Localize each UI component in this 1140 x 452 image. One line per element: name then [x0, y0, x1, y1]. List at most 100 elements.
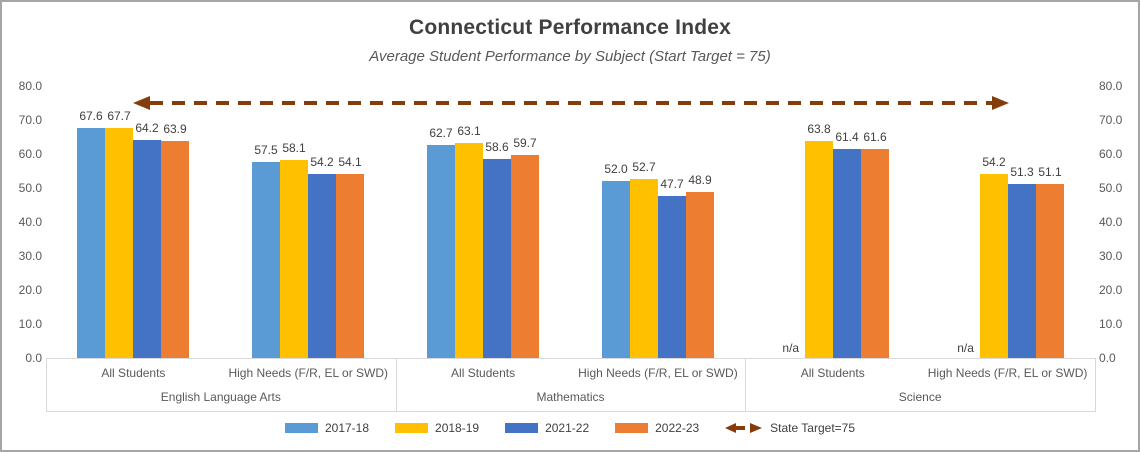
y-tick-label-left: 70.0 [18, 113, 42, 127]
group-separator-line [1095, 358, 1096, 412]
category-box-bottom-line [46, 411, 1095, 412]
bar-value-label: 52.7 [632, 160, 656, 174]
bar-value-label: 48.9 [688, 173, 712, 187]
y-tick-label-right: 60.0 [1099, 147, 1123, 161]
bar-value-label: 47.7 [660, 177, 684, 191]
y-tick-label-right: 0.0 [1099, 351, 1116, 365]
bar-2018-19 [630, 179, 658, 358]
bar-2022-23 [511, 155, 539, 358]
bar-value-label: 59.7 [513, 136, 537, 150]
bar-value-label: 58.1 [282, 141, 306, 155]
bar-value-label: 61.4 [835, 130, 859, 144]
bar-2017-18 [252, 162, 280, 358]
state-target-arrow-right-icon [992, 96, 1009, 110]
bar-value-label: 64.2 [135, 121, 159, 135]
bar-2021-22 [308, 174, 336, 358]
y-tick-label-right: 20.0 [1099, 283, 1123, 297]
bar-value-label: 67.7 [107, 109, 131, 123]
bar-value-label: 63.8 [807, 122, 831, 136]
bar-value-label: 58.6 [485, 140, 509, 154]
y-tick-label-left: 80.0 [18, 79, 42, 93]
legend-item-2021-22: 2021-22 [505, 421, 589, 435]
category-label: High Needs (F/R, EL or SWD) [228, 366, 389, 380]
group-label: English Language Arts [160, 390, 281, 404]
legend-item-2022-23: 2022-23 [615, 421, 699, 435]
bar-2022-23 [161, 141, 189, 358]
bar-value-label: 54.2 [310, 155, 334, 169]
bar-2021-22 [833, 149, 861, 358]
bar-2018-19 [980, 174, 1008, 358]
legend-label-state-target: State Target=75 [770, 421, 856, 435]
category-label: High Needs (F/R, EL or SWD) [578, 366, 738, 380]
bar-2021-22 [1008, 184, 1036, 358]
legend-item-2018-19: 2018-19 [395, 421, 479, 435]
y-tick-label-right: 80.0 [1099, 79, 1123, 93]
y-tick-label-left: 40.0 [18, 215, 42, 229]
y-tick-label-right: 50.0 [1099, 181, 1123, 195]
y-tick-label-left: 60.0 [18, 147, 42, 161]
x-axis-line [46, 358, 1095, 359]
category-label: All Students [451, 366, 516, 380]
y-tick-label-right: 30.0 [1099, 249, 1123, 263]
legend-swatch [505, 423, 539, 433]
bar-2017-18 [77, 128, 105, 358]
y-tick-label-left: 20.0 [18, 283, 42, 297]
chart-title: Connecticut Performance Index [408, 16, 732, 39]
na-label: n/a [782, 341, 800, 355]
bar-2018-19 [105, 128, 133, 358]
bar-value-label: 67.6 [79, 109, 103, 123]
legend-label: 2017-18 [324, 421, 370, 435]
bar-value-label: 62.7 [429, 126, 453, 140]
group-label: Science [898, 390, 942, 404]
bar-value-label: 54.1 [338, 155, 362, 169]
bar-2021-22 [133, 140, 161, 358]
bar-value-label: 63.1 [457, 124, 481, 138]
y-tick-label-left: 10.0 [18, 317, 42, 331]
y-tick-label-right: 40.0 [1099, 215, 1123, 229]
category-label: All Students [800, 366, 865, 380]
bar-2018-19 [280, 160, 308, 358]
target-arrow-icon [725, 423, 763, 433]
y-tick-label-right: 10.0 [1099, 317, 1123, 331]
bar-2022-23 [861, 149, 889, 358]
legend-swatch [395, 423, 429, 433]
state-target-arrow-left-icon [133, 96, 150, 110]
legend-label: 2018-19 [435, 421, 480, 435]
legend-swatch [615, 423, 649, 433]
bar-2018-19 [805, 141, 833, 358]
group-separator-line [396, 358, 397, 412]
state-target-line [150, 101, 992, 105]
bar-2022-23 [686, 192, 714, 358]
legend-item-state-target: State Target=75 [725, 421, 855, 435]
legend-label: 2022-23 [655, 421, 700, 435]
bar-2021-22 [658, 196, 686, 358]
bar-2021-22 [483, 159, 511, 358]
group-separator-line [745, 358, 746, 412]
bar-value-label: 61.6 [863, 130, 887, 144]
category-label: High Needs (F/R, EL or SWD) [927, 366, 1088, 380]
legend-label: 2021-22 [545, 421, 590, 435]
category-label: All Students [101, 366, 166, 380]
y-tick-label-left: 0.0 [25, 351, 42, 365]
group-label: Mathematics [536, 390, 605, 404]
bar-value-label: 51.1 [1038, 165, 1062, 179]
legend-item-2017-18: 2017-18 [284, 421, 370, 435]
y-tick-label-left: 30.0 [18, 249, 42, 263]
bar-2017-18 [427, 145, 455, 358]
bar-value-label: 51.3 [1010, 165, 1034, 179]
na-label: n/a [957, 341, 974, 355]
group-separator-line [46, 358, 47, 412]
bar-2022-23 [1036, 184, 1064, 358]
bar-2018-19 [455, 143, 483, 358]
bar-2022-23 [336, 174, 364, 358]
legend: 2017-18 2018-19 2021-22 2022-23 State Targe… [2, 421, 1138, 435]
y-tick-label-right: 70.0 [1099, 113, 1123, 127]
bar-2017-18 [602, 181, 630, 358]
bar-value-label: 63.9 [163, 122, 187, 136]
bar-value-label: 57.5 [254, 143, 278, 157]
chart-subtitle: Average Student Performance by Subject (… [369, 48, 771, 65]
legend-swatch [284, 423, 318, 433]
bar-value-label: 52.0 [604, 162, 628, 176]
bar-value-label: 54.2 [982, 155, 1006, 169]
